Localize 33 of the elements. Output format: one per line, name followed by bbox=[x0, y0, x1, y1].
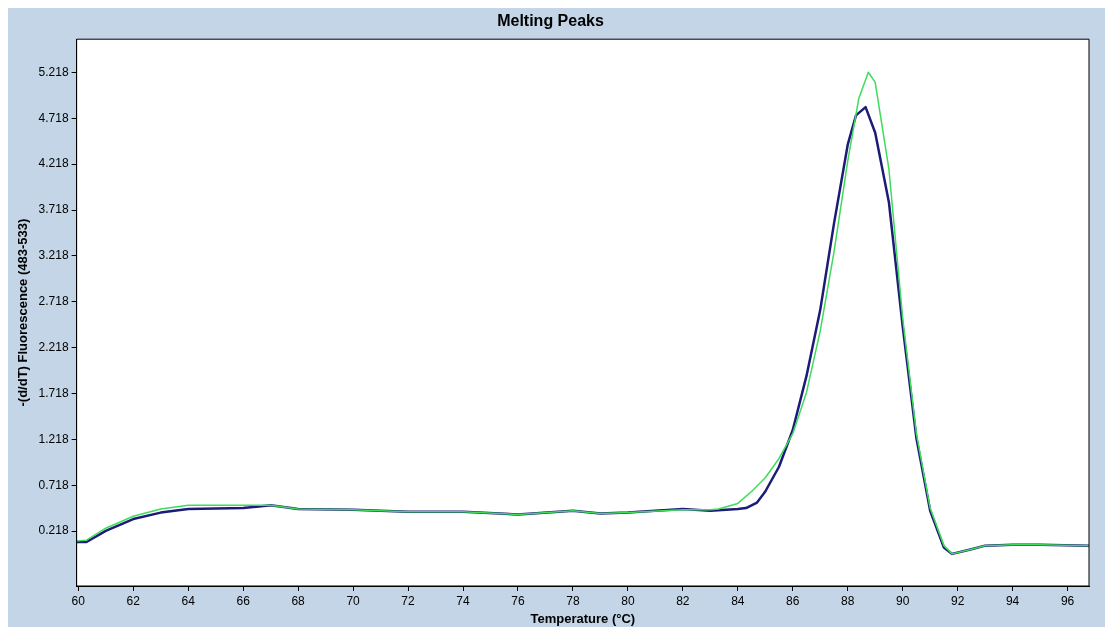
x-tick-label: 80 bbox=[621, 593, 635, 608]
x-tick-label: 72 bbox=[401, 593, 416, 608]
x-axis-title: Temperature (°C) bbox=[530, 610, 636, 626]
x-tick-label: 84 bbox=[731, 593, 745, 608]
y-tick-label: 5.218 bbox=[38, 64, 69, 79]
y-tick-label: 4.218 bbox=[38, 156, 69, 171]
y-tick-label: 2.718 bbox=[38, 294, 69, 309]
x-tick-label: 90 bbox=[896, 593, 910, 608]
x-tick-label: 88 bbox=[841, 593, 855, 608]
y-tick-label: 4.718 bbox=[38, 110, 69, 125]
y-axis-title: -(d/dT) Fluorescence (483-533) bbox=[15, 218, 31, 407]
y-tick-label: 1.718 bbox=[38, 385, 69, 400]
x-tick-label: 74 bbox=[456, 593, 470, 608]
x-tick-label: 62 bbox=[126, 593, 141, 608]
y-tick-label: 1.218 bbox=[38, 431, 69, 446]
x-tick-label: 66 bbox=[236, 593, 251, 608]
y-tick-label: 3.718 bbox=[38, 202, 69, 217]
x-tick-label: 60 bbox=[71, 593, 86, 608]
x-tick-label: 76 bbox=[511, 593, 525, 608]
y-tick-label: 0.218 bbox=[38, 523, 69, 538]
x-tick-label: 86 bbox=[786, 593, 800, 608]
y-tick-label: 0.718 bbox=[38, 477, 69, 492]
x-tick-label: 92 bbox=[950, 593, 965, 608]
x-tick-label: 94 bbox=[1005, 593, 1020, 608]
x-tick-label: 68 bbox=[291, 593, 306, 608]
x-tick-label: 70 bbox=[346, 593, 361, 608]
y-tick-label: 3.218 bbox=[38, 248, 69, 263]
x-tick-label: 82 bbox=[676, 593, 690, 608]
chart-title: Melting Peaks bbox=[497, 12, 604, 30]
x-tick-label: 96 bbox=[1060, 593, 1075, 608]
x-tick-label: 78 bbox=[566, 593, 580, 608]
x-tick-label: 64 bbox=[181, 593, 196, 608]
y-tick-label: 2.218 bbox=[38, 339, 69, 354]
